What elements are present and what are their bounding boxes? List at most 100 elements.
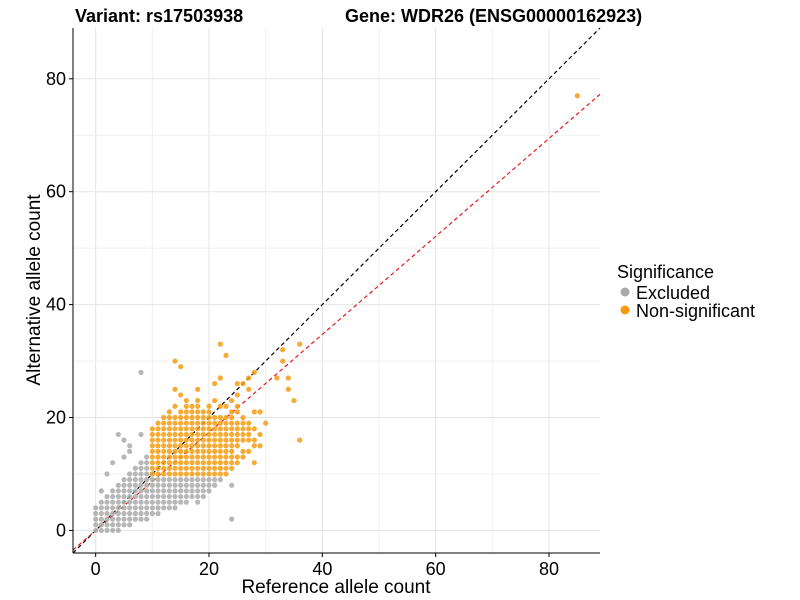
point-non-significant: [189, 471, 195, 477]
point-non-significant: [223, 443, 229, 449]
point-non-significant: [183, 409, 189, 415]
point-non-significant: [155, 431, 161, 438]
point-non-significant: [234, 460, 240, 466]
point-excluded: [121, 482, 127, 488]
point-excluded: [149, 493, 155, 500]
point-non-significant: [285, 386, 291, 392]
point-non-significant: [166, 454, 172, 460]
point-non-significant: [166, 431, 172, 438]
point-non-significant: [149, 448, 155, 454]
point-non-significant: [212, 443, 218, 449]
point-excluded: [183, 482, 189, 488]
point-non-significant: [155, 426, 161, 432]
point-non-significant: [217, 460, 223, 466]
point-non-significant: [217, 448, 223, 454]
point-non-significant: [183, 397, 189, 404]
point-non-significant: [155, 460, 161, 466]
point-excluded: [132, 477, 138, 483]
point-non-significant: [240, 420, 246, 426]
point-excluded: [178, 482, 184, 488]
point-non-significant: [212, 431, 218, 438]
point-non-significant: [183, 420, 189, 426]
point-non-significant: [161, 414, 167, 421]
point-excluded: [206, 477, 212, 483]
point-excluded: [161, 493, 167, 500]
point-non-significant: [172, 414, 178, 421]
point-non-significant: [200, 448, 206, 454]
point-non-significant: [280, 347, 286, 353]
point-non-significant: [189, 409, 195, 415]
point-non-significant: [263, 420, 269, 426]
point-excluded: [172, 505, 178, 511]
point-excluded: [127, 499, 133, 505]
point-excluded: [144, 488, 150, 494]
point-excluded: [110, 510, 116, 517]
point-non-significant: [183, 437, 189, 443]
point-excluded: [138, 505, 144, 511]
point-excluded: [138, 499, 144, 505]
point-excluded: [110, 460, 116, 466]
x-tick-label: 80: [539, 559, 559, 579]
point-non-significant: [234, 443, 240, 449]
point-excluded: [93, 505, 99, 511]
point-non-significant: [178, 443, 184, 449]
point-non-significant: [200, 431, 206, 438]
point-excluded: [127, 505, 133, 511]
point-excluded: [93, 522, 99, 528]
point-non-significant: [251, 460, 257, 466]
chart-title-gene: Gene: WDR26 (ENSG00000162923): [345, 6, 642, 26]
point-non-significant: [155, 471, 161, 477]
point-non-significant: [195, 414, 201, 421]
point-non-significant: [240, 454, 246, 460]
point-non-significant: [223, 431, 229, 438]
point-non-significant: [212, 460, 218, 466]
point-non-significant: [161, 426, 167, 432]
point-non-significant: [155, 454, 161, 460]
point-non-significant: [178, 364, 184, 370]
point-non-significant: [212, 465, 218, 471]
axes: [72, 28, 600, 554]
point-non-significant: [206, 454, 212, 460]
point-excluded: [195, 477, 201, 483]
point-excluded: [155, 482, 161, 488]
point-excluded: [104, 505, 110, 511]
point-non-significant: [234, 381, 240, 387]
point-non-significant: [195, 397, 201, 404]
point-non-significant: [155, 448, 161, 454]
point-excluded: [138, 488, 144, 494]
point-excluded: [127, 522, 133, 528]
point-non-significant: [246, 375, 252, 381]
point-excluded: [138, 465, 144, 471]
point-non-significant: [200, 420, 206, 426]
point-excluded: [121, 493, 127, 500]
point-non-significant: [178, 420, 184, 426]
point-non-significant: [183, 443, 189, 449]
point-excluded: [93, 527, 99, 534]
point-non-significant: [172, 454, 178, 460]
point-excluded: [121, 499, 127, 505]
point-excluded: [104, 527, 110, 534]
point-non-significant: [234, 426, 240, 432]
point-excluded: [206, 488, 212, 494]
point-non-significant: [229, 437, 235, 443]
point-excluded: [200, 482, 206, 488]
point-non-significant: [229, 443, 235, 449]
point-excluded: [229, 482, 235, 488]
point-non-significant: [166, 420, 172, 426]
point-non-significant: [217, 437, 223, 443]
point-excluded: [98, 505, 104, 511]
point-non-significant: [149, 460, 155, 466]
point-excluded: [200, 488, 206, 494]
point-non-significant: [195, 460, 201, 466]
point-non-significant: [229, 454, 235, 460]
point-non-significant: [166, 426, 172, 432]
point-excluded: [172, 477, 178, 483]
point-excluded: [166, 499, 172, 505]
point-non-significant: [195, 403, 201, 409]
point-excluded: [98, 527, 104, 534]
point-excluded: [149, 477, 155, 483]
data-points: [93, 93, 580, 534]
point-excluded: [138, 460, 144, 466]
reference-line-identity: [72, 27, 601, 554]
point-non-significant: [161, 454, 167, 460]
